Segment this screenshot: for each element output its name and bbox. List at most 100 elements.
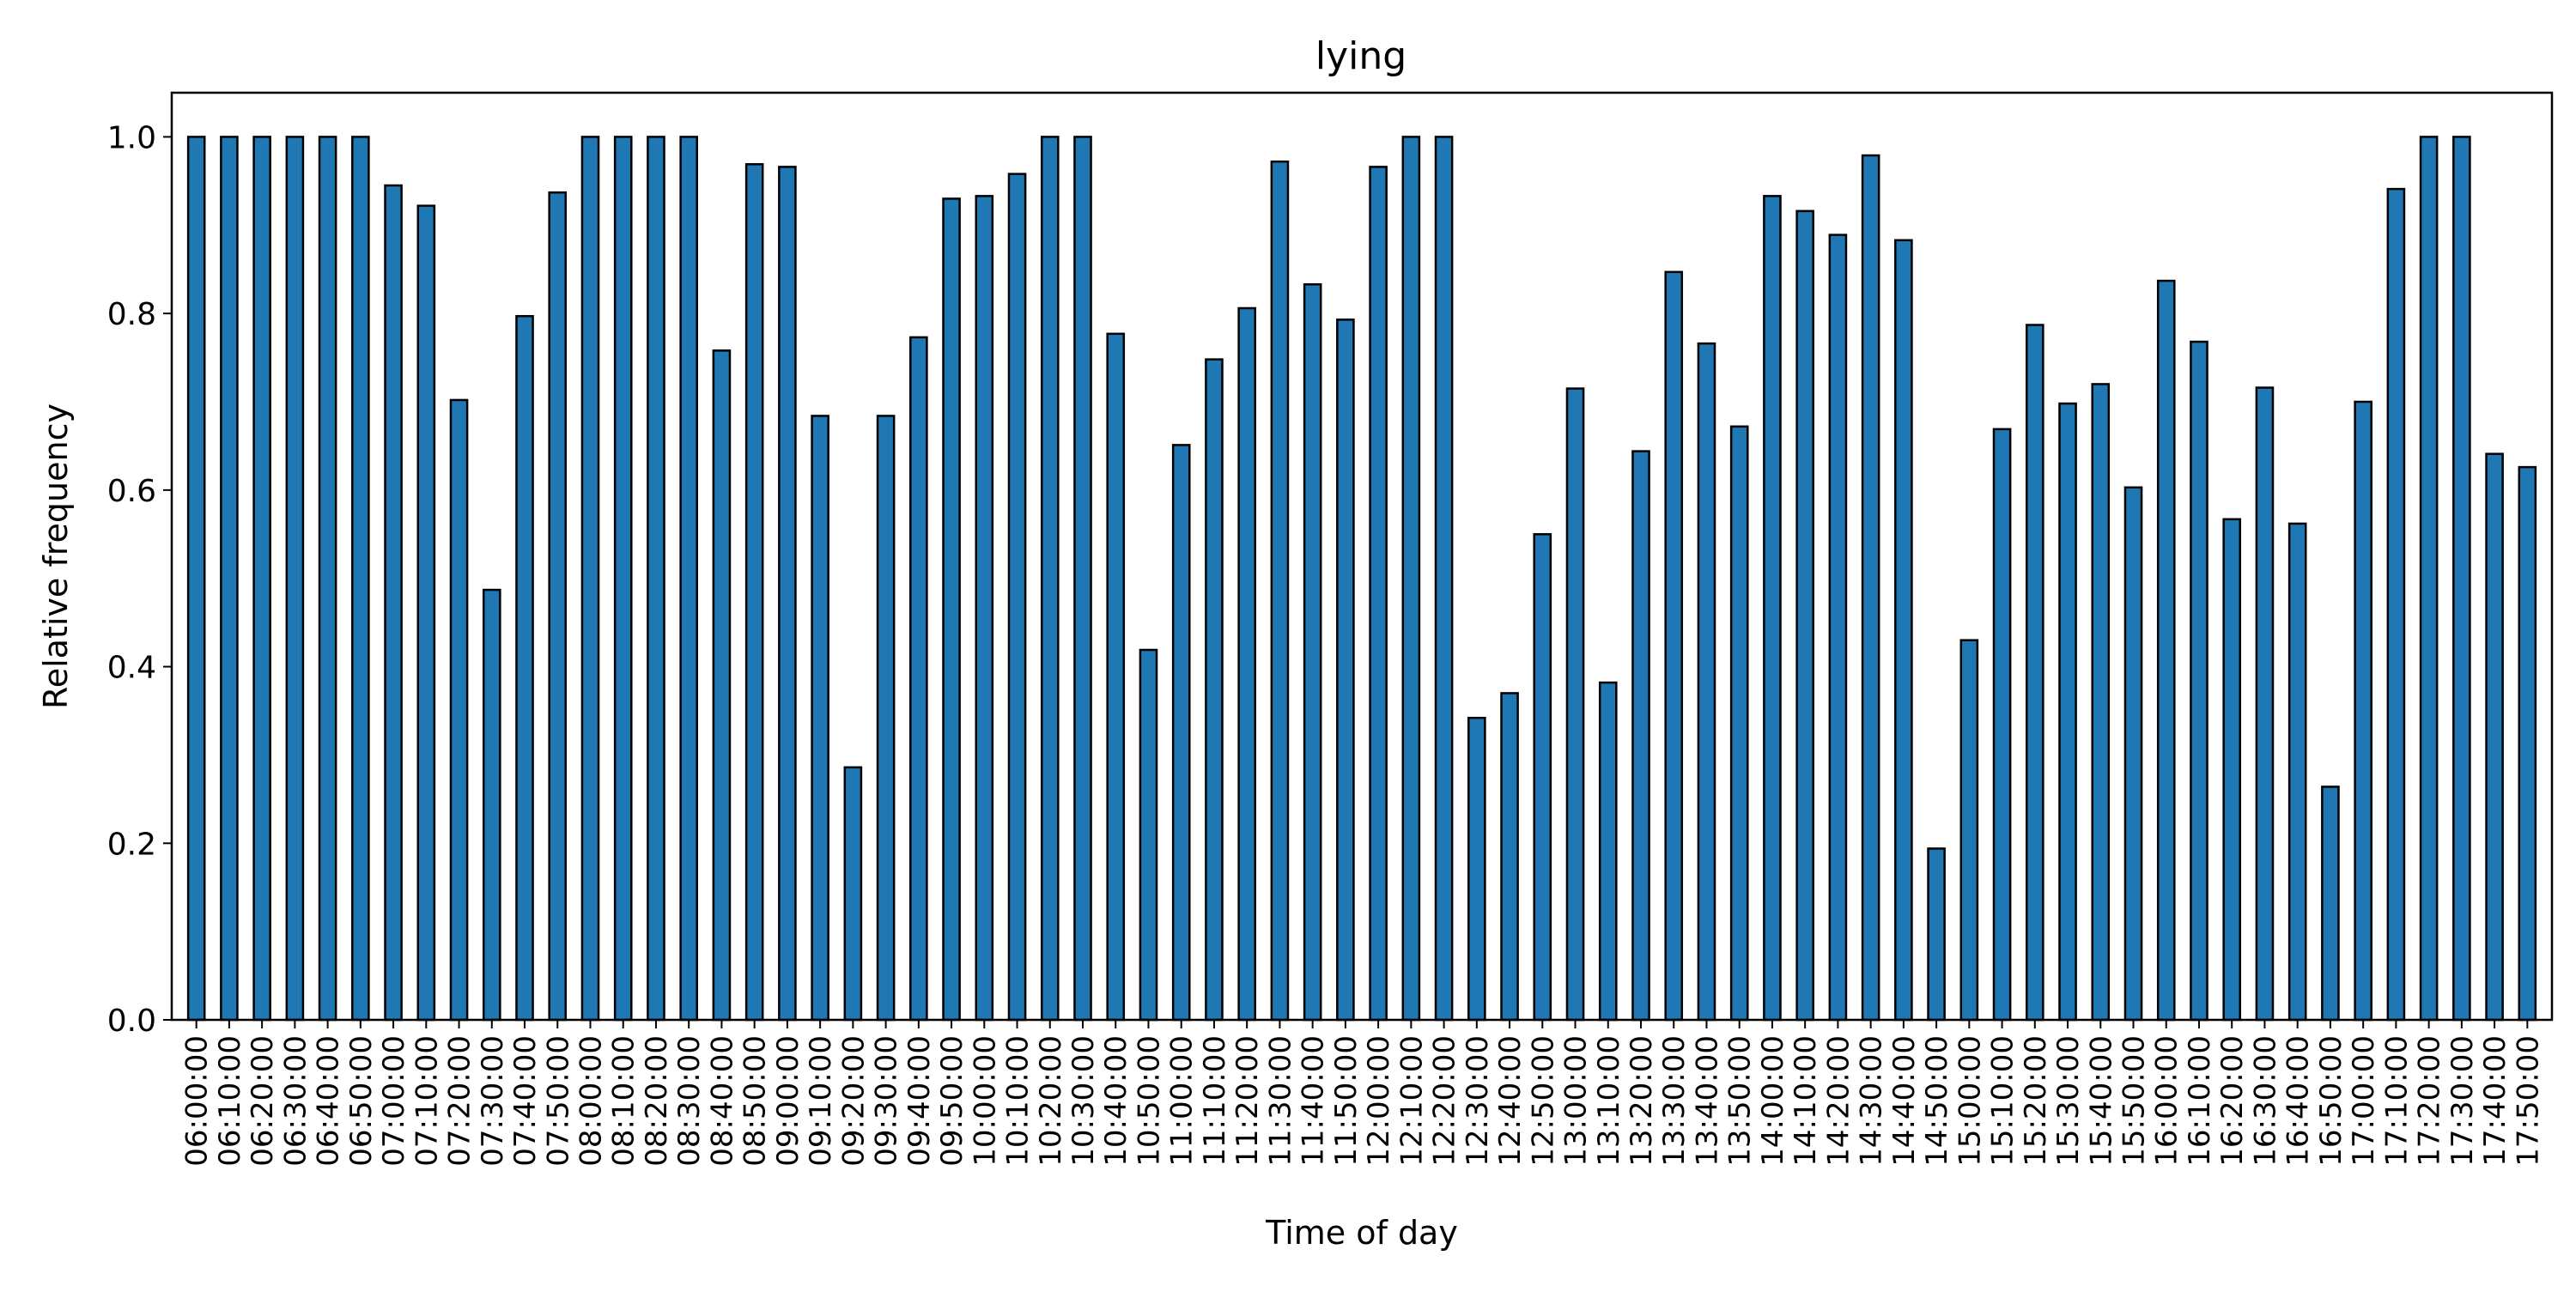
x-tick-label: 06:40:00 — [312, 1035, 346, 1167]
bar-07:50:00 — [548, 191, 568, 1022]
x-tick-label: 08:20:00 — [640, 1035, 674, 1167]
x-tick-label: 11:30:00 — [1263, 1035, 1297, 1167]
y-tick-label: 0.0 — [107, 1004, 156, 1039]
x-tick-label: 10:40:00 — [1099, 1035, 1133, 1167]
x-tick-label: 13:00:00 — [1559, 1035, 1594, 1167]
x-tick-label: 08:10:00 — [607, 1035, 641, 1167]
x-tick-label: 09:40:00 — [902, 1035, 937, 1167]
bar-17:30:00 — [2452, 136, 2471, 1022]
x-tick-label: 14:50:00 — [1920, 1035, 1954, 1167]
x-tick-label: 16:10:00 — [2183, 1035, 2217, 1167]
bar-08:50:00 — [744, 163, 764, 1022]
bar-12:30:00 — [1467, 716, 1486, 1022]
y-tick-label: 1.0 — [107, 120, 156, 155]
bar-09:20:00 — [843, 766, 863, 1022]
bar-10:30:00 — [1073, 136, 1092, 1022]
bar-09:30:00 — [876, 415, 896, 1022]
bar-12:20:00 — [1434, 136, 1454, 1022]
bar-10:50:00 — [1139, 648, 1158, 1022]
x-tick-label: 08:30:00 — [672, 1035, 707, 1167]
bar-06:00:00 — [186, 136, 206, 1022]
bar-13:40:00 — [1697, 342, 1716, 1022]
bar-15:00:00 — [1959, 639, 1979, 1022]
bar-14:50:00 — [1927, 847, 1946, 1022]
bar-08:00:00 — [580, 136, 600, 1022]
bar-10:40:00 — [1106, 332, 1126, 1022]
x-tick-label: 12:00:00 — [1362, 1035, 1396, 1167]
x-tick-label: 17:40:00 — [2478, 1035, 2512, 1167]
bar-16:20:00 — [2222, 518, 2242, 1022]
x-tick-label: 10:10:00 — [1001, 1035, 1036, 1167]
bar-07:00:00 — [384, 184, 403, 1022]
x-tick-label: 07:00:00 — [377, 1035, 411, 1167]
x-tick-label: 07:20:00 — [443, 1035, 477, 1167]
x-tick-label: 10:00:00 — [968, 1035, 1002, 1167]
bar-11:50:00 — [1336, 318, 1355, 1022]
bar-13:00:00 — [1565, 387, 1585, 1022]
bar-07:10:00 — [416, 204, 436, 1022]
bar-16:50:00 — [2321, 786, 2340, 1022]
x-tick-label: 16:20:00 — [2215, 1035, 2250, 1167]
x-tick-label: 11:00:00 — [1165, 1035, 1200, 1167]
x-tick-label: 12:50:00 — [1526, 1035, 1560, 1167]
x-tick-label: 06:20:00 — [246, 1035, 280, 1167]
x-tick-label: 15:00:00 — [1953, 1035, 1987, 1167]
x-tick-label: 13:30:00 — [1657, 1035, 1692, 1167]
y-axis: 0.0 0.2 0.4 0.6 0.8 1.0 — [107, 120, 172, 1039]
bar-08:10:00 — [613, 136, 633, 1022]
x-tick-label: 11:20:00 — [1230, 1035, 1265, 1167]
bar-17:50:00 — [2518, 465, 2537, 1022]
bar-11:40:00 — [1303, 282, 1322, 1022]
x-tick-label: 14:10:00 — [1789, 1035, 1823, 1167]
bar-14:30:00 — [1861, 154, 1880, 1022]
bar-17:10:00 — [2386, 187, 2406, 1022]
bar-09:40:00 — [909, 336, 928, 1022]
bar-10:00:00 — [975, 195, 994, 1022]
x-tick-label: 15:50:00 — [2117, 1035, 2152, 1167]
bar-08:20:00 — [647, 136, 665, 1022]
bar-16:40:00 — [2287, 522, 2307, 1022]
x-tick-label: 10:30:00 — [1066, 1035, 1101, 1167]
bar-07:30:00 — [482, 588, 501, 1022]
bar-17:00:00 — [2354, 400, 2372, 1022]
x-tick-label: 13:50:00 — [1723, 1035, 1758, 1167]
x-tick-label: 06:30:00 — [278, 1035, 313, 1167]
x-tick-label: 11:10:00 — [1198, 1035, 1232, 1167]
x-tick-label: 16:40:00 — [2281, 1035, 2316, 1167]
y-tick-label: 0.4 — [107, 651, 156, 686]
bar-10:20:00 — [1040, 136, 1060, 1022]
bar-09:50:00 — [942, 197, 961, 1022]
bar-15:50:00 — [2123, 486, 2143, 1022]
x-tick-label: 09:20:00 — [836, 1035, 871, 1167]
y-tick-label: 0.8 — [107, 297, 156, 332]
x-tick-label: 17:30:00 — [2445, 1035, 2480, 1167]
bar-09:10:00 — [811, 415, 829, 1022]
x-axis-label: Time of day — [1265, 1214, 1458, 1252]
bar-14:10:00 — [1795, 209, 1814, 1022]
x-tick-label: 17:50:00 — [2511, 1035, 2545, 1167]
bar-17:20:00 — [2419, 136, 2439, 1022]
x-tick-label: 08:40:00 — [705, 1035, 739, 1167]
x-tick-label: 09:10:00 — [804, 1035, 838, 1167]
bar-12:00:00 — [1369, 166, 1388, 1022]
x-tick-label: 06:10:00 — [213, 1035, 247, 1167]
x-tick-label: 13:20:00 — [1625, 1035, 1659, 1167]
bar-06:40:00 — [318, 136, 337, 1022]
bar-14:20:00 — [1828, 234, 1848, 1022]
x-tick-label: 13:10:00 — [1592, 1035, 1626, 1167]
bars — [186, 136, 2537, 1022]
bar-16:30:00 — [2255, 386, 2275, 1022]
bar-16:00:00 — [2156, 279, 2176, 1022]
bar-15:40:00 — [2091, 383, 2111, 1022]
x-tick-label: 12:20:00 — [1428, 1035, 1462, 1167]
x-tick-label: 14:20:00 — [1821, 1035, 1856, 1167]
x-tick-label: 15:20:00 — [2019, 1035, 2053, 1167]
x-tick-label: 09:50:00 — [935, 1035, 969, 1167]
x-tick-label: 17:20:00 — [2413, 1035, 2447, 1167]
bar-14:00:00 — [1763, 195, 1782, 1022]
bar-16:10:00 — [2190, 340, 2208, 1022]
bar-11:00:00 — [1171, 444, 1191, 1022]
x-tick-label: 15:40:00 — [2084, 1035, 2118, 1167]
x-tick-label: 08:50:00 — [738, 1035, 773, 1167]
bar-17:40:00 — [2485, 452, 2504, 1022]
